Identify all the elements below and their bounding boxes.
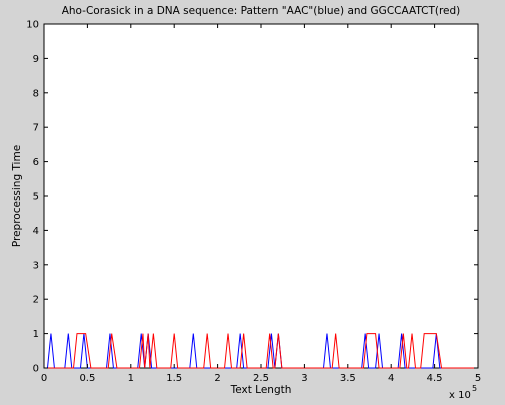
x-tick-label: 0.5 bbox=[79, 373, 95, 384]
series-line-0 bbox=[44, 333, 478, 369]
y-tick-label: 10 bbox=[26, 20, 39, 31]
x-axis-label: Text Length bbox=[230, 384, 292, 396]
x-tick-label: 2.5 bbox=[253, 373, 269, 384]
y-tick-label: 8 bbox=[33, 88, 39, 99]
x-tick-label: 3.5 bbox=[340, 373, 356, 384]
y-tick-label: 1 bbox=[33, 329, 39, 340]
x-tick-label: 0 bbox=[41, 373, 47, 384]
x-tick-label: 2 bbox=[214, 373, 220, 384]
y-tick-label: 5 bbox=[33, 192, 39, 203]
y-tick-label: 4 bbox=[33, 226, 39, 237]
plot-area bbox=[43, 23, 479, 369]
y-tick-label: 2 bbox=[33, 295, 39, 306]
series-layer bbox=[44, 333, 478, 369]
x-exponent-base: x 10 bbox=[449, 390, 471, 401]
x-tick-label: 4 bbox=[388, 373, 394, 384]
y-tick-label: 3 bbox=[33, 260, 39, 271]
y-tick-label: 7 bbox=[33, 123, 39, 134]
x-tick-label: 3 bbox=[301, 373, 307, 384]
axis-layer: 0 0.5 1 1.5 2 2.5 3 3.5 4 4.5 5 0 1 2 3 4 5 6 7 8 9 10 bbox=[26, 20, 481, 385]
y-tick-label: 0 bbox=[33, 364, 39, 375]
x-tick-label: 1.5 bbox=[166, 373, 182, 384]
y-axis-label: Preprocessing Time bbox=[11, 145, 23, 247]
x-tick-label: 5 bbox=[475, 373, 481, 384]
series-line-1 bbox=[44, 333, 478, 369]
y-tick-label: 6 bbox=[33, 157, 39, 168]
x-exponent-power: 5 bbox=[472, 384, 477, 393]
y-tick-label: 9 bbox=[33, 54, 39, 65]
chart-title: Aho-Corasick in a DNA sequence: Pattern … bbox=[62, 5, 461, 17]
x-tick-label: 4.5 bbox=[427, 373, 443, 384]
x-tick-label: 1 bbox=[128, 373, 134, 384]
